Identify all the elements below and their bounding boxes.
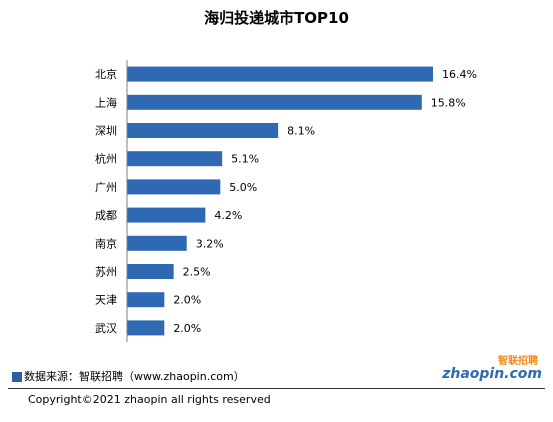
value-label: 2.0%	[173, 294, 201, 307]
value-label: 2.5%	[183, 266, 211, 279]
value-label: 5.1%	[231, 153, 259, 166]
chart-title: 海归投递城市TOP10	[204, 9, 349, 27]
value-label: 5.0%	[229, 181, 257, 194]
plot-area: 北京 16.4% 上海 15.8% 深圳 8.1% 杭州 5.1% 广州 5.0% 成都 4.2% 南京…	[95, 66, 477, 336]
bar	[127, 207, 206, 223]
category-label: 成都	[95, 209, 117, 222]
value-label: 4.2%	[214, 209, 242, 222]
bar	[127, 94, 422, 110]
value-label: 15.8%	[431, 96, 466, 109]
data-source: 数据来源：智联招聘（www.zhaopin.com）	[12, 370, 245, 384]
bar	[127, 151, 223, 167]
bar	[127, 320, 165, 336]
zhaopin-logo: 智联招聘 zhaopin.com	[442, 356, 544, 384]
value-label: 8.1%	[287, 125, 315, 138]
value-label: 3.2%	[196, 237, 224, 250]
category-label: 苏州	[95, 266, 117, 279]
bar	[127, 264, 174, 279]
category-label: 杭州	[95, 152, 117, 166]
footer-divider	[8, 388, 545, 389]
logo-cn-text: 智联招聘	[498, 356, 538, 367]
category-label: 广州	[95, 181, 117, 194]
data-source-text: 数据来源：智联招聘（www.zhaopin.com）	[24, 370, 245, 383]
bar	[127, 123, 279, 138]
category-label: 上海	[95, 95, 117, 109]
logo-en-text: zhaopin.com	[442, 366, 542, 382]
copyright-text: Copyright©2021 zhaopin all rights reserv…	[28, 393, 271, 406]
value-label: 2.0%	[173, 322, 201, 335]
source-square-icon	[12, 372, 22, 382]
bar	[127, 179, 221, 195]
bar	[127, 235, 187, 251]
category-label: 天津	[95, 294, 117, 307]
value-label: 16.4%	[442, 68, 477, 81]
category-label: 深圳	[95, 125, 117, 138]
bar	[127, 66, 433, 82]
category-label: 南京	[95, 236, 117, 250]
category-label: 武汉	[95, 322, 117, 335]
category-label: 北京	[95, 67, 117, 81]
bar	[127, 292, 165, 308]
bar-chart: 北京 16.4% 上海 15.8% 深圳 8.1% 杭州 5.1% 广州 5.0% 成都 4.2% 南京…	[95, 60, 477, 342]
